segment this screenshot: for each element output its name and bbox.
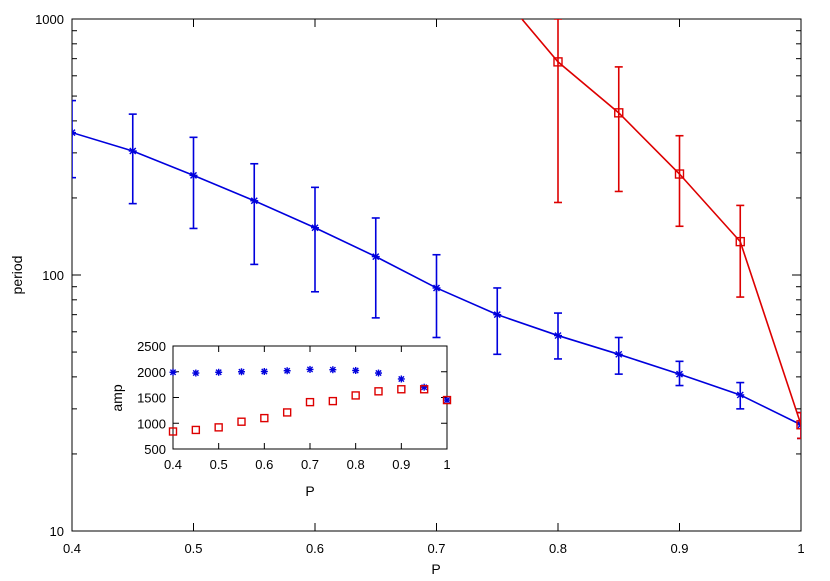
main-x-tick-label: 0.6 bbox=[306, 541, 324, 556]
inset-x-tick-label: 1 bbox=[443, 457, 450, 472]
inset-data-point bbox=[397, 385, 406, 394]
inset-series-1 bbox=[168, 385, 452, 436]
inset-x-axis-label: P bbox=[305, 483, 314, 499]
inset-data-point bbox=[260, 367, 268, 375]
main-data-point bbox=[250, 196, 259, 205]
inset-data-point bbox=[168, 427, 178, 436]
main-x-tick-label: 0.9 bbox=[670, 541, 688, 556]
inset-x-tick-label: 0.9 bbox=[392, 457, 410, 472]
inset-data-point bbox=[419, 385, 429, 394]
inset-data-point bbox=[397, 375, 405, 383]
inset-y-tick-label: 500 bbox=[144, 442, 166, 457]
inset-x-tick-label: 0.8 bbox=[347, 457, 365, 472]
inset-x-tick-label: 0.5 bbox=[210, 457, 228, 472]
main-data-point bbox=[736, 390, 745, 399]
main-x-tick-label: 0.8 bbox=[549, 541, 567, 556]
main-data-point bbox=[796, 420, 801, 430]
main-y-tick-label: 10 bbox=[50, 524, 64, 539]
main-data-point bbox=[432, 283, 441, 292]
main-x-tick-label: 0.5 bbox=[184, 541, 202, 556]
main-error-bar bbox=[614, 66, 623, 193]
main-data-point bbox=[614, 108, 624, 118]
main-x-tick-label: 0.4 bbox=[63, 541, 81, 556]
main-error-bar bbox=[675, 134, 684, 228]
main-data-point bbox=[675, 370, 684, 379]
main-x-tick-label: 1 bbox=[797, 541, 804, 556]
main-data-point bbox=[371, 252, 380, 261]
inset-data-point bbox=[329, 366, 337, 374]
main-data-point bbox=[797, 420, 801, 429]
inset-data-point bbox=[215, 368, 223, 376]
inset-y-tick-label: 1500 bbox=[137, 391, 166, 406]
inset-data-point bbox=[442, 395, 452, 405]
inset-data-point bbox=[282, 408, 292, 417]
inset-x-tick-label: 0.6 bbox=[255, 457, 273, 472]
main-series-line bbox=[520, 19, 801, 426]
inset-y-tick-label: 2500 bbox=[137, 339, 166, 354]
inset-y-tick-label: 1000 bbox=[137, 416, 166, 431]
main-error-bar bbox=[128, 113, 137, 205]
main-y-tick-label: 100 bbox=[42, 268, 64, 283]
inset-data-point bbox=[260, 413, 269, 423]
inset-data-point bbox=[191, 425, 201, 435]
main-error-bar bbox=[493, 287, 502, 356]
main-x-axis-label: P bbox=[431, 561, 440, 577]
main-series-1 bbox=[520, 19, 801, 440]
inset-data-point bbox=[328, 396, 338, 406]
main-data-point bbox=[554, 331, 562, 340]
main-error-bar bbox=[371, 217, 380, 319]
main-data-point bbox=[614, 350, 623, 359]
main-error-bar bbox=[797, 411, 801, 440]
main-data-point bbox=[674, 169, 685, 179]
main-error-bar bbox=[189, 136, 198, 230]
main-error-bar bbox=[72, 99, 76, 179]
main-error-bar bbox=[311, 186, 319, 293]
main-data-point bbox=[493, 310, 502, 319]
main-error-bar bbox=[432, 253, 441, 339]
inset-data-point bbox=[214, 423, 223, 432]
inset-data-point bbox=[420, 383, 428, 391]
inset-data-point bbox=[238, 368, 245, 376]
inset-data-point bbox=[306, 365, 314, 373]
main-data-point bbox=[72, 128, 76, 137]
inset-data-point bbox=[192, 369, 200, 377]
inset-background bbox=[173, 346, 447, 449]
inset-x-tick-label: 0.7 bbox=[301, 457, 319, 472]
main-plot: 0.4 0.5 0.6 0.7 0.8 0.9 1 10 100 1000 bbox=[35, 12, 805, 556]
main-data-point bbox=[553, 57, 563, 67]
inset-data-point bbox=[374, 387, 383, 396]
inset-data-point bbox=[443, 396, 451, 404]
main-series-0 bbox=[72, 99, 801, 440]
main-data-point bbox=[128, 147, 137, 156]
inset-series-0 bbox=[169, 365, 451, 404]
inset-data-point bbox=[237, 417, 246, 426]
main-error-bar bbox=[250, 162, 259, 266]
main-y-axis-label: period bbox=[9, 256, 25, 295]
inset-data-point bbox=[283, 367, 291, 375]
inset-data-point bbox=[169, 368, 177, 376]
inset-x-tick-label: 0.4 bbox=[164, 457, 182, 472]
inset-y-axis-label: amp bbox=[109, 384, 125, 411]
main-data-point bbox=[311, 223, 319, 232]
inset-y-tick-label: 2000 bbox=[137, 365, 166, 380]
inset-data-point bbox=[352, 366, 360, 374]
inset-data-point bbox=[351, 391, 360, 400]
main-error-bar bbox=[736, 204, 745, 298]
main-x-tick-label: 0.7 bbox=[427, 541, 445, 556]
inset-data-point bbox=[375, 369, 382, 377]
main-y-tick-label: 1000 bbox=[35, 12, 64, 27]
main-data-point bbox=[735, 236, 745, 247]
main-error-bar bbox=[554, 19, 562, 204]
main-data-point bbox=[189, 171, 198, 180]
inset-data-point bbox=[305, 397, 315, 407]
